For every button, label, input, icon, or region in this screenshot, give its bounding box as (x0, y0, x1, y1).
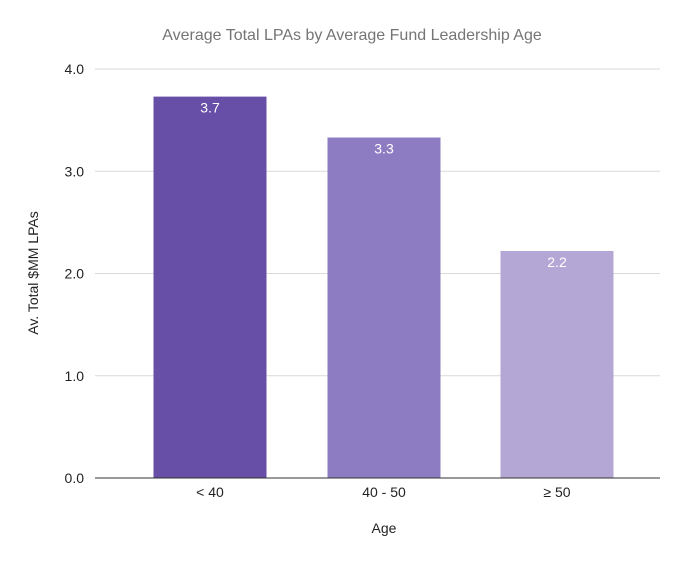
x-tick-label: ≥ 50 (543, 484, 570, 500)
y-tick-label: 0.0 (65, 470, 85, 486)
y-tick-label: 1.0 (65, 368, 85, 384)
y-axis-ticks: 0.0 1.0 2.0 3.0 4.0 (65, 61, 85, 486)
bar (500, 251, 614, 478)
chart-title: Average Total LPAs by Average Fund Leade… (162, 27, 542, 44)
bar-data-label: 2.2 (547, 254, 567, 270)
x-tick-label: < 40 (196, 484, 224, 500)
x-axis-title: Age (372, 520, 397, 536)
bar-data-label: 3.3 (374, 141, 394, 157)
y-tick-label: 2.0 (65, 266, 85, 282)
bar (327, 137, 441, 478)
x-axis-ticks: < 40 40 - 50 ≥ 50 (196, 484, 571, 500)
bars: 3.7 3.3 2.2 (153, 96, 614, 479)
y-tick-label: 4.0 (65, 61, 85, 77)
bar (153, 96, 267, 479)
bar-data-label: 3.7 (200, 100, 220, 116)
x-tick-label: 40 - 50 (362, 484, 406, 500)
y-axis-title: Av. Total $MM LPAs (25, 211, 41, 334)
y-tick-label: 3.0 (65, 163, 85, 179)
